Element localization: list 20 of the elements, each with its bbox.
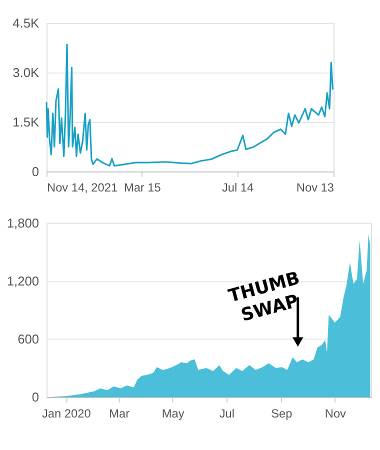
y-tick-label: 0 (32, 390, 40, 405)
y-tick-label: 1,800 (6, 215, 40, 230)
y-tick-label: 1,200 (6, 273, 40, 288)
y-tick-label: 600 (18, 331, 40, 346)
y-tick-label: 3.0K (12, 64, 40, 80)
x-tick-label: Mar 15 (124, 180, 162, 195)
x-tick-label: Jan 2020 (42, 406, 92, 420)
x-tick-label: Nov 14, 2021 (47, 180, 118, 195)
x-tick-label: Nov (324, 406, 346, 420)
y-tick-label: 0 (32, 164, 40, 179)
x-tick-label: Jul (219, 406, 235, 420)
y-tick-label: 1.5K (12, 114, 40, 130)
x-tick-label: May (162, 406, 184, 420)
annotation: THUMB SWAP (226, 268, 302, 326)
y-tick-label: 4.5K (12, 15, 40, 30)
line-series (46, 44, 334, 167)
x-tick-label: Jul 14 (222, 180, 254, 195)
x-tick-label: Mar (109, 406, 130, 420)
x-tick-label: Nov 13 (296, 180, 334, 195)
x-tick-label: Sep (271, 406, 293, 420)
